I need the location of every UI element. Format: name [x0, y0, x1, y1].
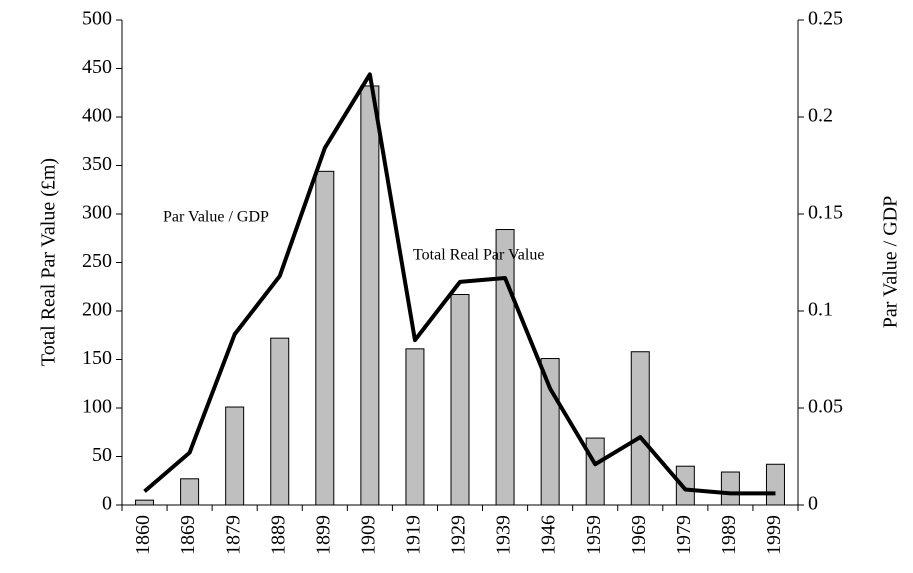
- y2-tick-label: 0.1: [808, 299, 833, 321]
- x-tick-label: 1889: [267, 515, 289, 555]
- y-tick-label: 300: [82, 202, 112, 224]
- x-tick-label: 1979: [673, 515, 695, 555]
- bar: [540, 358, 560, 506]
- x-tick-label: 1959: [583, 515, 605, 555]
- x-tick-label: 1919: [403, 515, 425, 555]
- bar: [585, 437, 605, 506]
- y-tick-label: 200: [82, 299, 112, 321]
- y-tick-label: 500: [82, 8, 112, 30]
- bar: [720, 471, 740, 506]
- y-tick-label: 350: [82, 153, 112, 175]
- bar: [675, 465, 695, 506]
- bar: [360, 85, 380, 506]
- x-tick-label: 1939: [493, 515, 515, 555]
- x-tick-label: 1946: [538, 515, 560, 555]
- x-tick-label: 1929: [448, 515, 470, 555]
- y-tick-label: 150: [82, 347, 112, 369]
- x-tick-label: 1909: [357, 515, 379, 555]
- y2-axis-label: Par Value / GDP: [880, 196, 902, 328]
- x-tick-label: 1999: [763, 515, 785, 555]
- y2-tick-label: 0.2: [808, 105, 833, 127]
- bar: [270, 337, 290, 506]
- x-tick-label: 1899: [312, 515, 334, 555]
- x-tick-label: 1969: [628, 515, 650, 555]
- bar: [180, 478, 200, 506]
- bar: [450, 294, 470, 506]
- series-annotation: Total Real Par Value: [413, 247, 544, 264]
- y-tick-label: 100: [82, 396, 112, 418]
- line: [143, 72, 776, 496]
- y-tick-label: 250: [82, 250, 112, 272]
- y-axis-label: Total Real Par Value (£m): [38, 158, 60, 366]
- bar: [225, 406, 245, 506]
- y-tick-label: 400: [82, 105, 112, 127]
- y-tick-label: 50: [92, 444, 112, 466]
- x-tick-label: 1879: [222, 515, 244, 555]
- x-tick-label: 1989: [718, 515, 740, 555]
- bar: [630, 351, 650, 506]
- y-tick-label: 450: [82, 56, 112, 78]
- bar: [405, 348, 425, 506]
- x-tick-label: 1869: [177, 515, 199, 555]
- bar: [495, 229, 515, 506]
- x-tick-label: 1860: [132, 515, 154, 555]
- y-tick-label: 0: [102, 493, 112, 515]
- y2-tick-label: 0.05: [808, 396, 843, 418]
- series-annotation: Par Value / GDP: [163, 209, 269, 226]
- bar: [135, 499, 155, 506]
- bar: [315, 170, 335, 506]
- y2-tick-label: 0: [808, 493, 818, 515]
- y2-tick-label: 0.25: [808, 8, 843, 30]
- bar: [765, 463, 785, 506]
- y2-tick-label: 0.15: [808, 202, 843, 224]
